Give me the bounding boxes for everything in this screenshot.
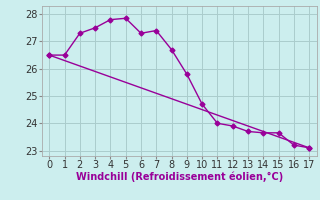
X-axis label: Windchill (Refroidissement éolien,°C): Windchill (Refroidissement éolien,°C) [76,172,283,182]
